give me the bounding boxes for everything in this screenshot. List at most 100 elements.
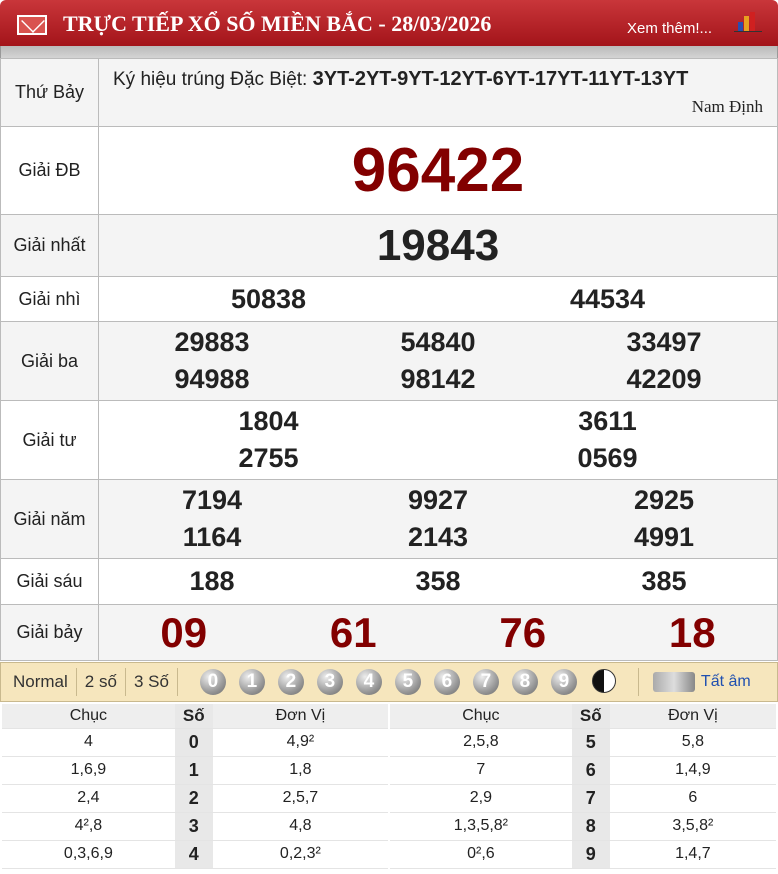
prize-number: 76 bbox=[499, 608, 547, 656]
chuc-cell: 7 bbox=[390, 756, 572, 785]
so-cell: 5 bbox=[571, 728, 610, 757]
prize-number: 18 bbox=[668, 608, 716, 656]
digit-balls: 0 1 2 3 4 5 6 7 8 9 bbox=[199, 669, 616, 695]
digit-ball[interactable]: 4 bbox=[355, 669, 382, 695]
prize-number: 42209 bbox=[626, 364, 702, 394]
so-cell: 9 bbox=[571, 840, 610, 869]
table-row: 2,9 7 6 bbox=[390, 784, 776, 813]
col-chuc: Chục bbox=[390, 704, 572, 729]
table-row: 4 0 4,9² bbox=[2, 728, 388, 757]
chuc-cell: 2,9 bbox=[390, 784, 572, 813]
loto-table-right: Chục Số Đơn Vị 2,5,8 5 5,8 7 6 1,4,9 2,9 7 6 1,3,5,8… bbox=[390, 704, 776, 869]
so-cell: 3 bbox=[174, 812, 213, 841]
prize-number: 9927 bbox=[407, 485, 469, 515]
prize-5: 7194 9927 2925 1164 2143 4991 bbox=[99, 485, 777, 553]
col-so: Số bbox=[571, 704, 610, 729]
prize-number: 4991 bbox=[633, 522, 695, 552]
prize-label: Giải nhì bbox=[0, 276, 99, 322]
prize-number: 54840 bbox=[400, 327, 476, 357]
toolbar: Normal 2 số 3 Số 0 1 2 3 4 5 6 7 8 9 Tất… bbox=[0, 662, 778, 702]
speaker-icon[interactable] bbox=[652, 672, 695, 692]
mute-all-link[interactable]: Tất âm bbox=[700, 673, 751, 690]
prize-label: Giải nhất bbox=[0, 214, 99, 277]
prize-label: Giải ĐB bbox=[0, 126, 99, 215]
donvi-cell: 0,2,3² bbox=[212, 840, 388, 869]
prize-number: 94988 bbox=[174, 364, 250, 394]
prize-number: 29883 bbox=[174, 327, 250, 357]
table-row: 0,3,6,9 4 0,2,3² bbox=[2, 840, 388, 869]
special-code: Ký hiệu trúng Đặc Biệt: 3YT-2YT-9YT-12YT… bbox=[99, 62, 777, 91]
prize-number: 7194 bbox=[181, 485, 243, 515]
table-row: 4²,8 3 4,8 bbox=[2, 812, 388, 841]
prize-number: 96422 bbox=[351, 136, 525, 205]
prize-number: 385 bbox=[641, 566, 687, 596]
table-row: 2,5,8 5 5,8 bbox=[390, 728, 776, 757]
digit-ball[interactable]: 6 bbox=[433, 669, 460, 695]
table-row: 1,6,9 1 1,8 bbox=[2, 756, 388, 785]
prize-number: 3611 bbox=[578, 406, 637, 436]
option-2-so[interactable]: 2 số bbox=[77, 668, 126, 696]
prize-label: Giải sáu bbox=[0, 558, 99, 605]
chuc-cell: 1,6,9 bbox=[2, 756, 175, 785]
table-row: 7 6 1,4,9 bbox=[390, 756, 776, 785]
digit-ball[interactable]: 8 bbox=[511, 669, 538, 695]
donvi-cell: 4,8 bbox=[212, 812, 388, 841]
prize-1: 19843 bbox=[99, 221, 777, 271]
prize-number: 1164 bbox=[182, 522, 242, 552]
digit-ball[interactable]: 5 bbox=[394, 669, 421, 695]
table-row: 1,3,5,8² 8 3,5,8² bbox=[390, 812, 776, 841]
prize-number: 2925 bbox=[633, 485, 695, 515]
digit-ball[interactable]: 1 bbox=[238, 669, 265, 695]
divider bbox=[637, 668, 639, 696]
table-row: 2,4 2 2,5,7 bbox=[2, 784, 388, 813]
chuc-cell: 0²,6 bbox=[390, 840, 572, 869]
prize-number: 0569 bbox=[577, 443, 638, 473]
digit-ball[interactable]: 3 bbox=[316, 669, 343, 695]
so-cell: 4 bbox=[174, 840, 213, 869]
bar-chart-icon[interactable] bbox=[734, 12, 762, 32]
page-title: TRỰC TIẾP XỔ SỐ MIỀN BẮC - 28/03/2026 bbox=[63, 11, 492, 36]
option-3-so[interactable]: 3 Số bbox=[126, 668, 178, 696]
prize-number: 50838 bbox=[230, 283, 307, 314]
so-cell: 0 bbox=[174, 728, 213, 757]
prize-label: Giải tư bbox=[0, 400, 99, 480]
donvi-cell: 2,5,7 bbox=[212, 784, 388, 813]
loto-header-row: Chục Số Đơn Vị bbox=[390, 704, 776, 729]
option-normal[interactable]: Normal bbox=[1, 668, 77, 696]
loto-table-left: Chục Số Đơn Vị 4 0 4,9² 1,6,9 1 1,8 2,4 2 2,5,7 4²,8… bbox=[2, 704, 388, 869]
digit-ball[interactable]: 2 bbox=[277, 669, 304, 695]
chuc-cell: 1,3,5,8² bbox=[390, 812, 572, 841]
results-table: Thứ Bảy Ký hiệu trúng Đặc Biệt: 3YT-2YT-… bbox=[0, 58, 778, 661]
donvi-cell: 1,4,7 bbox=[609, 840, 776, 869]
prize-4: 1804 3611 2755 0569 bbox=[99, 406, 777, 474]
digit-ball[interactable]: 7 bbox=[472, 669, 499, 695]
donvi-cell: 1,8 bbox=[212, 756, 388, 785]
col-so: Số bbox=[174, 704, 213, 729]
digit-ball[interactable]: 9 bbox=[550, 669, 577, 695]
chuc-cell: 2,5,8 bbox=[390, 728, 572, 757]
special-code-label: Ký hiệu trúng Đặc Biệt: bbox=[113, 69, 308, 90]
yin-yang-icon[interactable] bbox=[591, 669, 616, 693]
prize-6: 188 358 385 bbox=[99, 566, 777, 597]
prize-db: 96422 bbox=[99, 135, 777, 206]
prize-label: Giải ba bbox=[0, 321, 99, 401]
prize-number: 44534 bbox=[569, 283, 646, 314]
donvi-cell: 5,8 bbox=[609, 728, 776, 757]
province: Nam Định bbox=[691, 97, 763, 116]
chuc-cell: 4²,8 bbox=[2, 812, 175, 841]
special-code-values: 3YT-2YT-9YT-12YT-6YT-17YT-11YT-13YT bbox=[312, 68, 689, 90]
prize-number: 19843 bbox=[376, 220, 500, 270]
header-band bbox=[0, 46, 778, 58]
digit-ball[interactable]: 0 bbox=[199, 669, 226, 695]
prize-number: 358 bbox=[415, 566, 461, 596]
prize-label: Giải bảy bbox=[0, 604, 99, 661]
loto-header-row: Chục Số Đơn Vị bbox=[2, 704, 388, 729]
prize-number: 1804 bbox=[238, 406, 299, 436]
see-more-link[interactable]: Xem thêm!... bbox=[627, 20, 713, 37]
prize-number: 2755 bbox=[238, 443, 299, 473]
prize-2: 50838 44534 bbox=[99, 284, 777, 315]
table-row: 0²,6 9 1,4,7 bbox=[390, 840, 776, 869]
prize-label: Giải năm bbox=[0, 479, 99, 559]
header: TRỰC TIẾP XỔ SỐ MIỀN BẮC - 28/03/2026 Xe… bbox=[0, 0, 778, 46]
chuc-cell: 0,3,6,9 bbox=[2, 840, 175, 869]
